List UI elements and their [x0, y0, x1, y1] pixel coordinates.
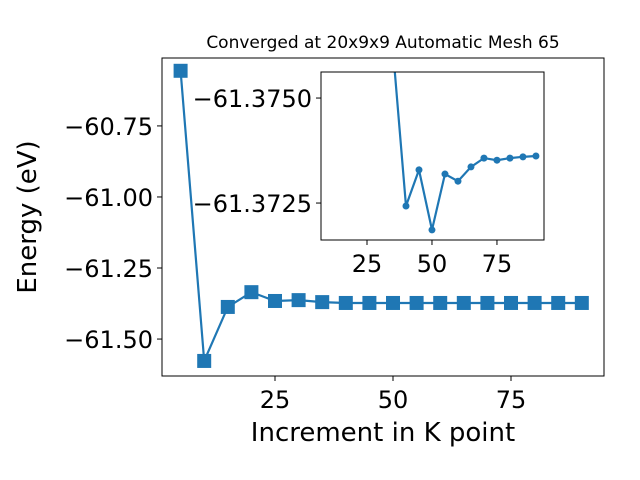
- x-tick-label: 50: [378, 386, 409, 414]
- marker: [291, 293, 306, 308]
- marker: [504, 295, 519, 310]
- y-tick-label: −61.3725: [193, 190, 312, 218]
- marker: [409, 295, 424, 310]
- marker: [506, 154, 514, 162]
- marker: [415, 166, 423, 174]
- axes-background: [321, 72, 544, 240]
- x-tick-label: 75: [482, 250, 513, 278]
- marker: [362, 295, 377, 310]
- y-tick-label: −60.75: [64, 113, 153, 141]
- plot-area: [173, 63, 589, 368]
- marker: [338, 295, 353, 310]
- marker: [574, 295, 589, 310]
- marker: [441, 170, 449, 178]
- marker: [220, 299, 235, 314]
- chart-title: Converged at 20x9x9 Automatic Mesh 65: [206, 33, 559, 53]
- marker: [527, 295, 542, 310]
- axes-frame: [320, 71, 545, 241]
- x-tick-label: 50: [417, 250, 448, 278]
- marker: [454, 177, 462, 185]
- y-tick-label: −61.3750: [193, 85, 312, 113]
- y-tick-label: −61.50: [64, 326, 153, 354]
- marker: [532, 152, 540, 160]
- axes-frame: [161, 57, 605, 377]
- marker: [402, 202, 410, 210]
- marker: [493, 156, 501, 164]
- y-axis-label: Energy (eV): [13, 140, 43, 293]
- plot-area: [393, 72, 540, 234]
- marker: [386, 295, 401, 310]
- x-tick-label: 25: [352, 250, 383, 278]
- marker: [268, 293, 283, 308]
- x-tick-label: 25: [260, 386, 291, 414]
- marker: [480, 295, 495, 310]
- y-tick-label: −61.25: [64, 255, 153, 283]
- marker: [244, 285, 259, 300]
- marker: [519, 153, 527, 161]
- marker: [467, 163, 475, 171]
- marker: [315, 295, 330, 310]
- marker: [197, 353, 212, 368]
- marker: [456, 295, 471, 310]
- x-axis-label: Increment in K point: [251, 418, 515, 448]
- marker: [428, 226, 436, 234]
- marker: [480, 154, 488, 162]
- y-tick-label: −61.00: [64, 184, 153, 212]
- marker: [433, 295, 448, 310]
- marker: [173, 63, 188, 78]
- x-tick-label: 75: [496, 386, 527, 414]
- marker: [551, 295, 566, 310]
